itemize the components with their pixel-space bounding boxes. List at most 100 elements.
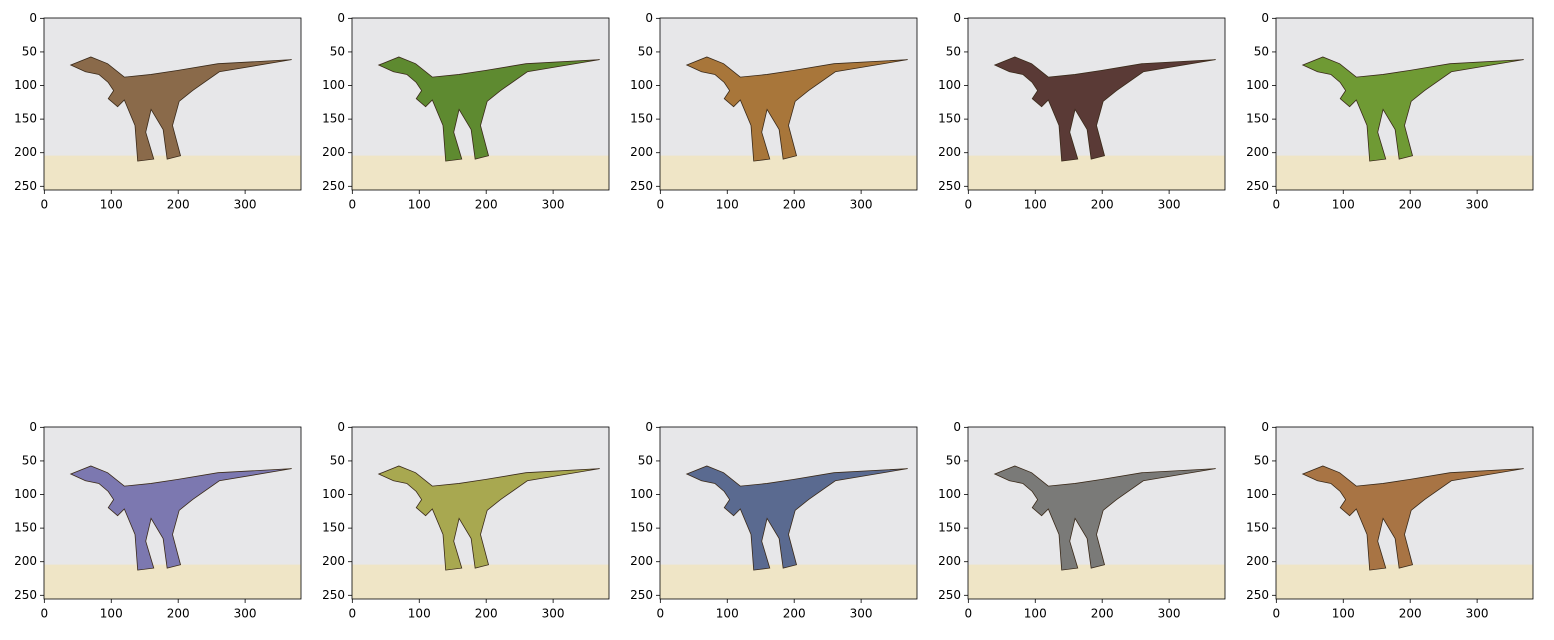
y-tick-label: 200: [1246, 554, 1269, 568]
y-tick-label: 50: [638, 44, 653, 58]
y-tick-label: 200: [630, 145, 653, 159]
y-tick-label: 250: [1246, 179, 1269, 193]
image-ground: [968, 155, 1225, 190]
x-tick-label: 200: [783, 198, 806, 212]
image-ground: [44, 564, 301, 599]
x-tick-label: 300: [850, 198, 873, 212]
x-tick-label: 200: [1399, 607, 1422, 621]
y-tick-label: 150: [14, 112, 37, 126]
x-tick-label: 100: [716, 198, 739, 212]
y-tick-label: 0: [337, 11, 345, 25]
y-tick-label: 250: [938, 588, 961, 602]
x-tick-label: 0: [1273, 198, 1281, 212]
x-tick-label: 200: [1091, 198, 1114, 212]
axes-frame: [43, 426, 302, 600]
x-tick-label: 200: [1399, 198, 1422, 212]
x-tick-label: 100: [1332, 607, 1355, 621]
y-tick-label: 100: [322, 487, 345, 501]
x-tick-label: 0: [41, 198, 49, 212]
axes-frame: [1275, 426, 1534, 600]
image-ground: [1276, 155, 1533, 190]
y-tick-label: 200: [322, 554, 345, 568]
y-tick-label: 250: [14, 588, 37, 602]
x-tick-label: 200: [783, 607, 806, 621]
image-ground: [660, 155, 917, 190]
y-tick-label: 50: [946, 44, 961, 58]
y-tick-label: 100: [630, 78, 653, 92]
y-tick-label: 150: [630, 521, 653, 535]
axes-frame: [659, 17, 918, 191]
y-tick-label: 200: [322, 145, 345, 159]
x-tick-label: 200: [167, 198, 190, 212]
x-tick-label: 100: [408, 198, 431, 212]
y-tick-label: 200: [938, 145, 961, 159]
image-panel: [44, 427, 301, 599]
axes-frame: [43, 17, 302, 191]
x-tick-label: 100: [100, 198, 123, 212]
y-tick-label: 250: [322, 179, 345, 193]
x-tick-label: 300: [1158, 607, 1181, 621]
image-ground: [352, 155, 609, 190]
image-panel: [1276, 427, 1533, 599]
y-tick-label: 100: [630, 487, 653, 501]
image-panel: [352, 427, 609, 599]
image-ground: [352, 564, 609, 599]
x-tick-label: 100: [408, 607, 431, 621]
y-tick-label: 0: [29, 11, 37, 25]
y-tick-label: 250: [630, 588, 653, 602]
image-ground: [660, 564, 917, 599]
y-tick-label: 150: [630, 112, 653, 126]
x-tick-label: 0: [965, 607, 973, 621]
image-ground: [44, 155, 301, 190]
y-tick-label: 150: [322, 112, 345, 126]
y-tick-label: 250: [1246, 588, 1269, 602]
x-tick-label: 0: [657, 607, 665, 621]
y-tick-label: 200: [14, 145, 37, 159]
x-tick-label: 100: [716, 607, 739, 621]
x-tick-label: 300: [542, 198, 565, 212]
y-tick-label: 200: [938, 554, 961, 568]
x-tick-label: 100: [1024, 607, 1047, 621]
axes-frame: [1275, 17, 1534, 191]
axes-frame: [967, 17, 1226, 191]
y-tick-label: 0: [645, 11, 653, 25]
y-tick-label: 50: [946, 453, 961, 467]
y-tick-label: 100: [14, 487, 37, 501]
x-tick-label: 300: [542, 607, 565, 621]
image-panel: [44, 18, 301, 190]
y-tick-label: 150: [938, 521, 961, 535]
y-tick-label: 0: [953, 420, 961, 434]
axes-frame: [659, 426, 918, 600]
x-tick-label: 300: [850, 607, 873, 621]
y-tick-label: 0: [337, 420, 345, 434]
y-tick-label: 100: [938, 487, 961, 501]
x-tick-label: 200: [167, 607, 190, 621]
y-tick-label: 100: [322, 78, 345, 92]
y-tick-label: 100: [938, 78, 961, 92]
x-tick-label: 300: [1158, 198, 1181, 212]
image-panel: [660, 18, 917, 190]
x-tick-label: 200: [475, 198, 498, 212]
y-tick-label: 0: [1261, 420, 1269, 434]
y-tick-label: 50: [638, 453, 653, 467]
y-tick-label: 0: [953, 11, 961, 25]
x-tick-label: 0: [965, 198, 973, 212]
x-tick-label: 0: [349, 607, 357, 621]
x-tick-label: 300: [1466, 607, 1489, 621]
y-tick-label: 0: [29, 420, 37, 434]
x-tick-label: 200: [1091, 607, 1114, 621]
y-tick-label: 50: [1254, 453, 1269, 467]
y-tick-label: 50: [22, 453, 37, 467]
y-tick-label: 250: [938, 179, 961, 193]
y-tick-label: 100: [1246, 487, 1269, 501]
y-tick-label: 150: [938, 112, 961, 126]
x-tick-label: 200: [475, 607, 498, 621]
image-panel: [660, 427, 917, 599]
y-tick-label: 150: [1246, 112, 1269, 126]
x-tick-label: 300: [234, 198, 257, 212]
y-tick-label: 0: [1261, 11, 1269, 25]
y-tick-label: 50: [22, 44, 37, 58]
axes-frame: [351, 426, 610, 600]
y-tick-label: 200: [14, 554, 37, 568]
